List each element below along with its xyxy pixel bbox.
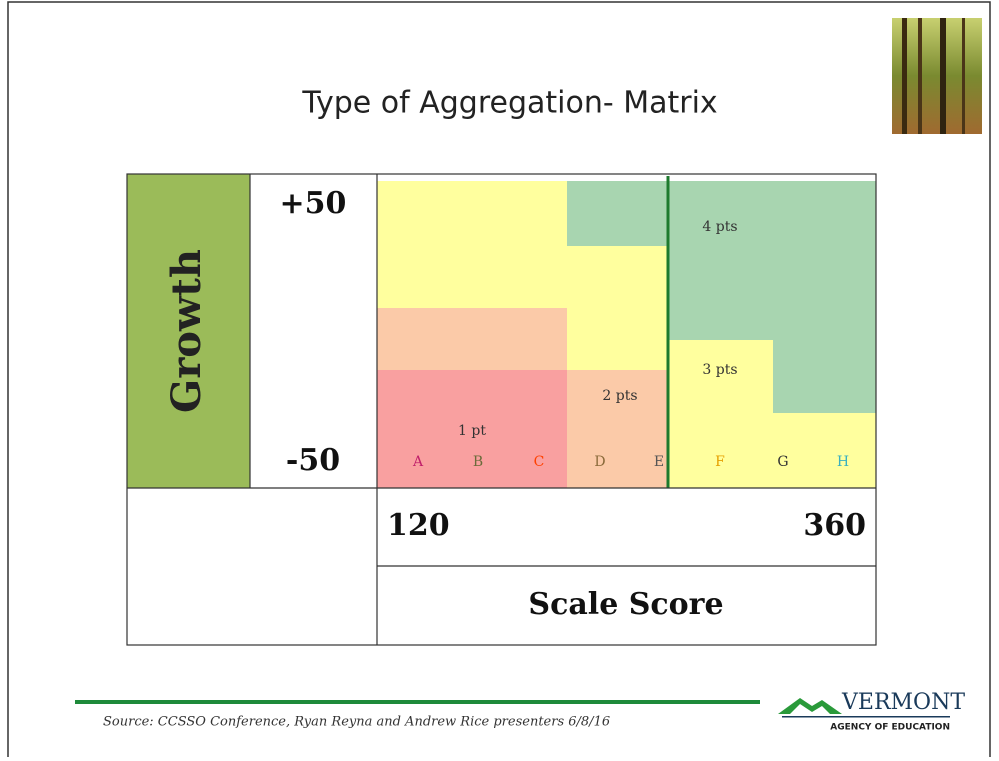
x-max-label: 360: [803, 508, 866, 543]
region-label: 3 pts: [702, 362, 737, 378]
x-min-label: 120: [387, 508, 450, 543]
source-note: Source: CCSSO Conference, Ryan Reyna and…: [103, 715, 610, 730]
footer-rule: [75, 700, 760, 704]
y-axis-label: Growth: [163, 249, 210, 413]
column-label: D: [594, 454, 605, 470]
matrix: Growth +50 -50 120 360 Scale Score: [127, 174, 876, 645]
logo-name: VERMONT: [841, 690, 965, 715]
x-axis-label: Scale Score: [528, 587, 723, 622]
logo-sub: AGENCY OF EDUCATION: [830, 723, 950, 733]
forest-image: [892, 18, 982, 134]
column-label: E: [654, 454, 664, 470]
column-label: A: [412, 454, 424, 470]
region-label: 4 pts: [702, 219, 737, 235]
y-top-label: +50: [280, 186, 347, 221]
slide-title: Type of Aggregation- Matrix: [301, 86, 717, 121]
vermont-logo: VERMONT AGENCY OF EDUCATION: [778, 690, 965, 733]
column-label: G: [777, 454, 788, 470]
slide: Type of Aggregation- Matrix: [0, 0, 999, 757]
column-label: F: [715, 454, 725, 470]
region-label: 2 pts: [602, 388, 637, 404]
y-bottom-label: -50: [286, 443, 340, 478]
column-label: B: [473, 454, 483, 470]
column-label: H: [837, 454, 849, 470]
column-label: C: [534, 454, 545, 470]
region-label: 1 pt: [458, 423, 486, 439]
plot-regions: [377, 176, 876, 488]
